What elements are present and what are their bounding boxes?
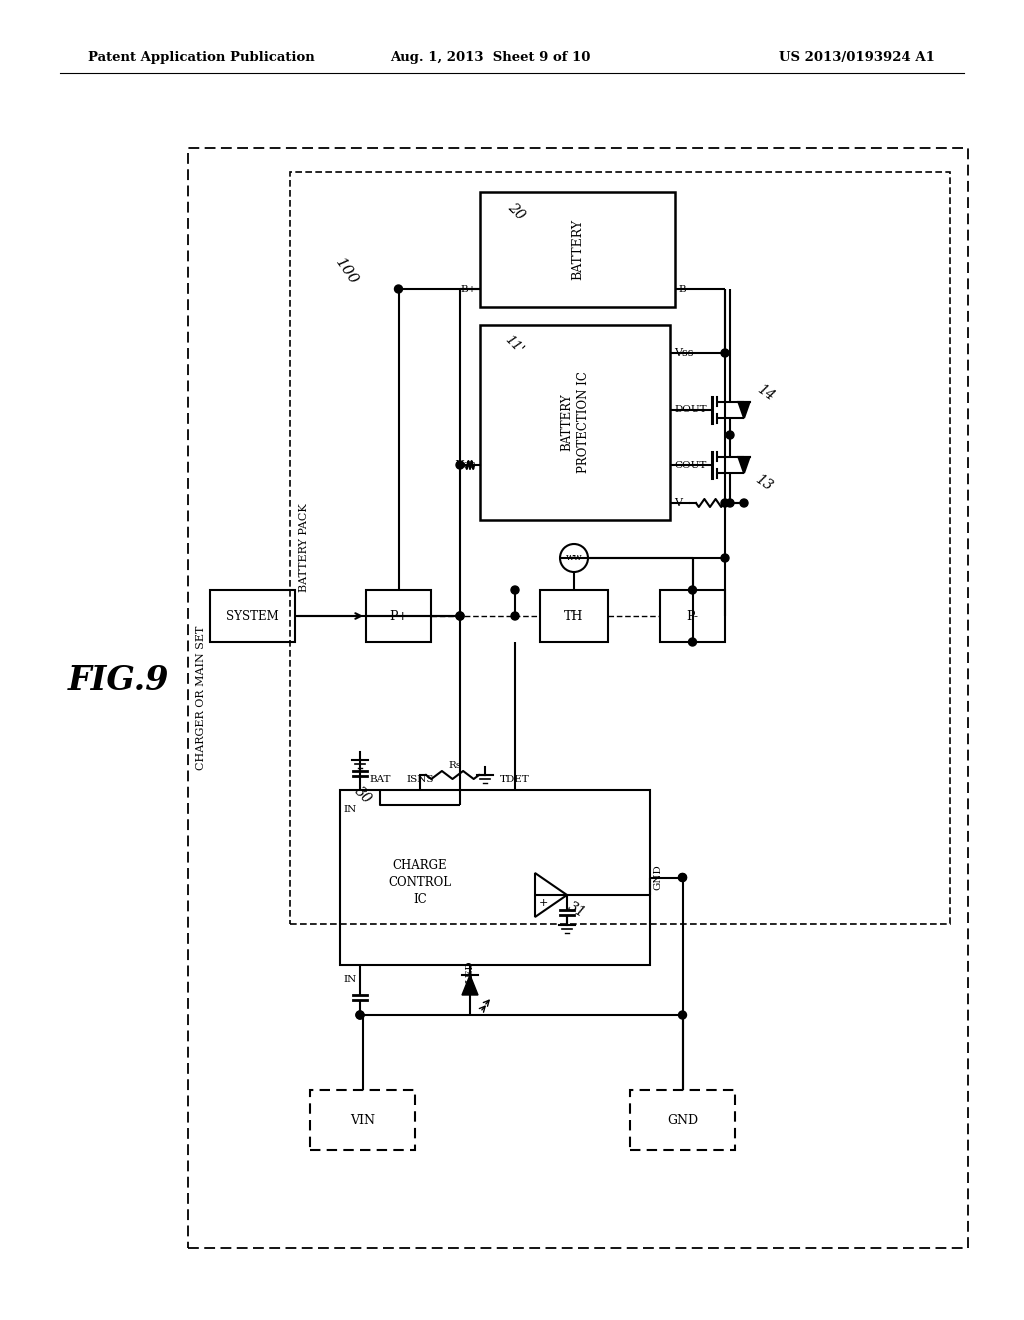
- Bar: [210, 590, 295, 642]
- Polygon shape: [462, 975, 478, 995]
- Bar: [366, 590, 431, 642]
- Circle shape: [356, 1011, 364, 1019]
- Text: +: +: [539, 898, 548, 908]
- Circle shape: [394, 285, 402, 293]
- Circle shape: [356, 1011, 364, 1019]
- Circle shape: [679, 1011, 686, 1019]
- Text: ww: ww: [565, 553, 583, 562]
- Circle shape: [511, 612, 519, 620]
- Text: CHARGER OR MAIN SET: CHARGER OR MAIN SET: [196, 626, 206, 770]
- Text: 13: 13: [752, 473, 774, 494]
- Text: IN: IN: [344, 805, 357, 814]
- Text: 14: 14: [754, 383, 776, 404]
- Bar: [188, 148, 968, 1247]
- Text: ISNS: ISNS: [407, 775, 434, 784]
- Text: P+: P+: [389, 610, 408, 623]
- Bar: [290, 172, 950, 924]
- Text: Vss: Vss: [674, 348, 693, 358]
- Text: FIG.9: FIG.9: [68, 664, 170, 697]
- Text: 11': 11': [502, 333, 525, 356]
- Polygon shape: [738, 457, 750, 473]
- Circle shape: [688, 638, 696, 645]
- Bar: [540, 590, 608, 642]
- Text: GND: GND: [667, 1114, 698, 1126]
- Text: IN: IN: [344, 975, 357, 985]
- Bar: [660, 590, 725, 642]
- Text: LED: LED: [466, 960, 474, 982]
- Circle shape: [679, 874, 686, 882]
- Circle shape: [688, 586, 696, 594]
- Text: BATTERY
PROTECTION IC: BATTERY PROTECTION IC: [560, 371, 590, 474]
- Text: TDET: TDET: [500, 775, 529, 784]
- Circle shape: [726, 499, 734, 507]
- Text: US 2013/0193924 A1: US 2013/0193924 A1: [779, 51, 935, 65]
- Text: BAT: BAT: [370, 775, 391, 784]
- Bar: [340, 789, 650, 965]
- Text: V-: V-: [674, 498, 685, 508]
- Text: B+: B+: [461, 285, 477, 293]
- Text: P-: P-: [686, 610, 698, 623]
- Circle shape: [721, 554, 729, 562]
- Text: VIN: VIN: [350, 1114, 375, 1126]
- Text: COUT: COUT: [674, 461, 707, 470]
- Text: Rs: Rs: [449, 762, 462, 770]
- Polygon shape: [738, 403, 750, 418]
- Text: Aug. 1, 2013  Sheet 9 of 10: Aug. 1, 2013 Sheet 9 of 10: [390, 51, 590, 65]
- Circle shape: [721, 348, 729, 356]
- Circle shape: [740, 499, 748, 507]
- Circle shape: [726, 432, 734, 440]
- Text: Patent Application Publication: Patent Application Publication: [88, 51, 314, 65]
- Text: Vcc: Vcc: [456, 459, 476, 470]
- Circle shape: [721, 499, 729, 507]
- Text: BATTERY PACK: BATTERY PACK: [299, 504, 309, 593]
- Bar: [480, 325, 670, 520]
- Text: 100: 100: [332, 256, 360, 288]
- Text: TH: TH: [564, 610, 584, 623]
- Bar: [310, 1090, 415, 1150]
- Text: GND: GND: [653, 865, 662, 891]
- Circle shape: [456, 461, 464, 469]
- Text: 20: 20: [505, 201, 527, 223]
- Circle shape: [679, 874, 686, 882]
- Text: SYSTEM: SYSTEM: [226, 610, 279, 623]
- Text: DOUT: DOUT: [674, 405, 707, 414]
- Text: BATTERY: BATTERY: [571, 219, 584, 280]
- Circle shape: [456, 612, 464, 620]
- Text: 31: 31: [565, 899, 588, 920]
- Text: B-: B-: [678, 285, 689, 293]
- Text: CHARGE
CONTROL
IC: CHARGE CONTROL IC: [388, 859, 452, 906]
- Circle shape: [511, 586, 519, 594]
- Circle shape: [456, 612, 464, 620]
- Bar: [480, 191, 675, 308]
- Bar: [630, 1090, 735, 1150]
- Text: 30: 30: [352, 784, 375, 807]
